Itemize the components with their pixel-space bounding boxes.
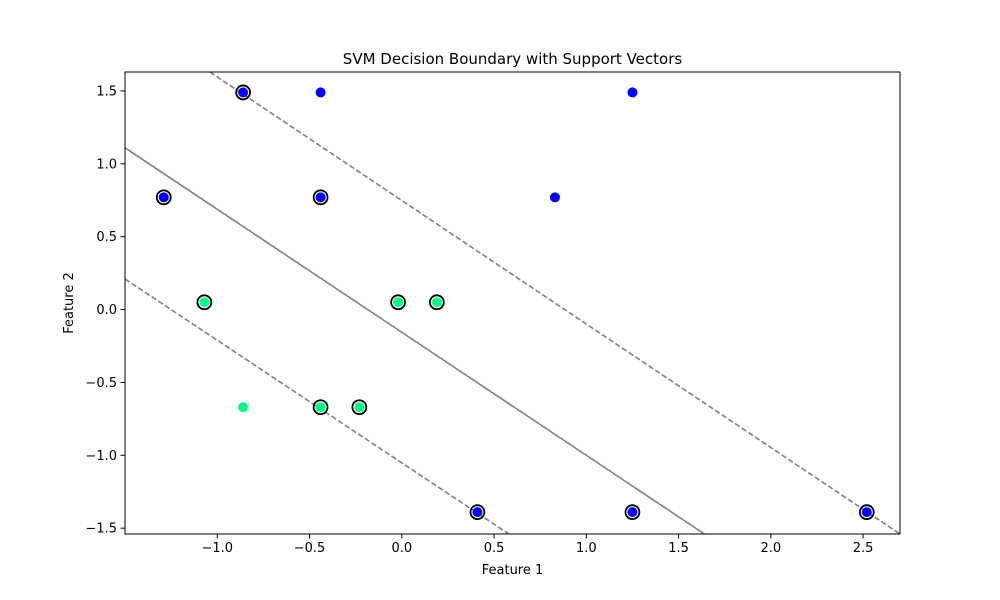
data-point-green xyxy=(315,402,326,413)
x-tick-label: 1.0 xyxy=(576,541,597,556)
data-point-green xyxy=(431,297,442,308)
support-vector-ring xyxy=(390,294,406,311)
data-point-blue xyxy=(549,192,560,203)
support-vector-outline xyxy=(470,504,485,520)
data-point-blue xyxy=(238,87,249,98)
margin-line-2 xyxy=(125,278,510,534)
data-point-blue xyxy=(315,192,326,203)
x-tick-label: −1.0 xyxy=(201,541,233,556)
data-point-green xyxy=(238,402,249,413)
y-tick-label: −1.0 xyxy=(85,449,117,464)
data-point-blue xyxy=(861,507,872,518)
x-tick-label: 2.0 xyxy=(760,541,781,556)
x-tick-label: 2.5 xyxy=(853,541,874,556)
x-axis-label: Feature 1 xyxy=(482,563,544,578)
y-axis-label: Feature 2 xyxy=(62,272,77,334)
margin-line-1 xyxy=(209,72,900,534)
support-vector-ring xyxy=(312,399,329,416)
y-tick-label: 1.0 xyxy=(96,157,117,172)
y-tick-label: −1.5 xyxy=(85,522,117,537)
support-vector-ring xyxy=(312,189,329,206)
support-vector-outline xyxy=(313,190,328,205)
support-vector-outline xyxy=(156,190,171,205)
y-tick-label: 0.5 xyxy=(96,230,117,245)
support-vector-outline xyxy=(313,400,328,415)
y-tick-label: 1.5 xyxy=(96,84,117,99)
support-vector-ring xyxy=(351,399,368,416)
plot-frame xyxy=(124,71,901,535)
x-tick-label: 0.0 xyxy=(391,541,412,556)
x-tick-label: −0.5 xyxy=(294,541,326,556)
data-point-blue xyxy=(627,507,638,518)
support-vector-outline xyxy=(235,85,251,100)
data-point-blue xyxy=(472,507,483,518)
plot-area xyxy=(125,72,900,534)
support-vector-outline xyxy=(390,295,406,310)
support-vector-ring xyxy=(469,504,486,520)
plot-content xyxy=(125,72,900,534)
support-vector-outline xyxy=(352,400,367,415)
support-vector-outline xyxy=(429,295,444,310)
x-tick-label: 0.5 xyxy=(484,541,505,556)
decision-boundary-line xyxy=(125,147,705,534)
support-vector-outline xyxy=(625,504,640,520)
x-tick-label: 1.5 xyxy=(668,541,689,556)
data-point-green xyxy=(199,297,210,308)
data-point-blue xyxy=(315,87,326,98)
chart-title: SVM Decision Boundary with Support Vecto… xyxy=(343,50,683,68)
y-tick-label: −0.5 xyxy=(85,376,117,391)
support-vector-ring xyxy=(235,84,251,101)
support-vector-ring xyxy=(428,294,445,311)
support-vector-ring xyxy=(155,189,172,206)
data-point-green xyxy=(393,297,404,308)
support-vector-ring xyxy=(624,504,641,520)
support-vector-outline xyxy=(197,295,212,310)
support-vector-ring xyxy=(858,504,875,520)
data-point-green xyxy=(354,402,365,413)
support-vector-outline xyxy=(859,504,874,520)
data-point-blue xyxy=(627,87,638,98)
y-tick-label: 0.0 xyxy=(96,303,117,318)
axis-ticks: −1.0 −0.5 0.0 0.5 1.0 1.5 2.0 2.5 −1.5 −1.0 −0.5 0.… xyxy=(85,84,873,556)
data-point-blue xyxy=(158,192,169,203)
support-vector-ring xyxy=(196,294,213,311)
